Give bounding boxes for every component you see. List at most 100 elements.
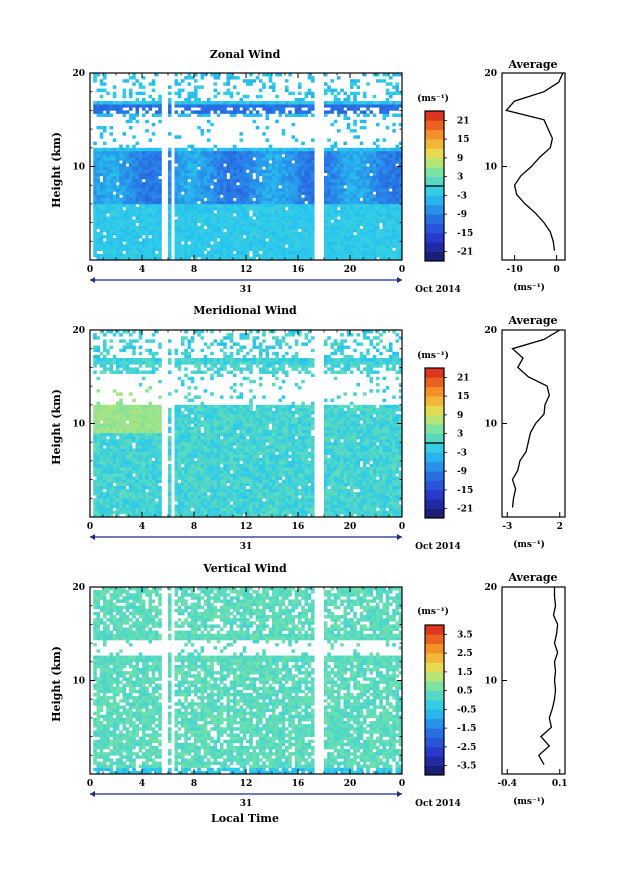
heatmap-cell (145, 423, 149, 427)
heatmap-cell (236, 157, 240, 161)
heatmap-cell (304, 241, 309, 245)
heatmap-cell (112, 389, 117, 393)
heatmap-cell (246, 113, 250, 117)
heatmap-cell (129, 432, 133, 437)
heatmap-cell (109, 417, 114, 421)
heatmap-cell (197, 207, 201, 211)
heatmap-cell (148, 185, 153, 189)
heatmap-cell (307, 238, 312, 242)
heatmap-cell (155, 150, 159, 155)
heatmap-cell (216, 194, 221, 198)
heatmap-cell (132, 188, 136, 192)
heatmap-cell (99, 460, 104, 465)
heatmap-cell (275, 166, 279, 170)
heatmap-cell (288, 235, 292, 239)
heatmap-cell (216, 104, 221, 108)
heatmap-cell (122, 113, 127, 117)
heatmap-cell (207, 231, 211, 236)
heatmap-cell (177, 247, 182, 251)
heatmap-cell (135, 442, 140, 446)
heatmap-cell (398, 154, 403, 158)
heatmap-cell (194, 91, 198, 96)
heatmap-cell (298, 219, 302, 223)
heatmap-cell (333, 163, 338, 167)
heatmap-cell (155, 495, 159, 499)
heatmap-cell (138, 476, 143, 480)
heatmap-cell (327, 101, 331, 105)
heatmap-cell (145, 104, 149, 108)
heatmap-cell (255, 76, 260, 80)
heatmap-cell (236, 250, 240, 255)
heatmap-cell (116, 479, 120, 484)
heatmap-cell (233, 191, 237, 195)
heatmap-cell (145, 119, 149, 124)
heatmap-cell (353, 101, 357, 105)
heatmap-cell (187, 235, 192, 239)
heatmap-cell (392, 207, 396, 211)
heatmap-cell (106, 445, 110, 449)
heatmap-cell (395, 150, 400, 155)
heatmap-cell (229, 225, 234, 230)
heatmap-cell (294, 228, 299, 233)
heatmap-cell (200, 256, 205, 261)
heatmap-cell (112, 154, 117, 158)
heatmap-cell (145, 169, 149, 174)
heatmap-cell (304, 222, 309, 227)
heatmap-cell (392, 107, 396, 111)
heatmap-cell (246, 238, 250, 242)
heatmap-cell (109, 113, 114, 117)
heatmap-cell (220, 157, 224, 161)
heatmap-cell (93, 160, 97, 164)
heatmap-cell (216, 160, 221, 164)
heatmap-cell (262, 256, 266, 261)
heatmap-cell (135, 141, 140, 145)
heatmap-cell (229, 207, 234, 211)
heatmap-cell (213, 104, 218, 108)
heatmap-cell (184, 213, 188, 217)
heatmap-cell (337, 200, 341, 205)
heatmap-cell (333, 107, 338, 111)
heatmap-cell (200, 222, 205, 227)
meridional-colorbar-unit: (ms⁻¹) (417, 350, 449, 361)
heatmap-cell (382, 235, 387, 239)
heatmap-cell (301, 200, 305, 205)
heatmap-cell (382, 147, 387, 152)
heatmap-cell (265, 222, 270, 227)
heatmap-cell (340, 219, 344, 223)
heatmap-cell (168, 445, 172, 449)
heatmap-cell (379, 147, 383, 152)
heatmap-cell (177, 435, 182, 440)
heatmap-cell (197, 213, 201, 217)
heatmap-cell (109, 194, 114, 198)
heatmap-cell (265, 247, 270, 251)
heatmap-cell (249, 82, 253, 86)
heatmap-cell (125, 361, 130, 365)
heatmap-cell (116, 485, 120, 490)
heatmap-cell (145, 110, 149, 114)
heatmap-cell (372, 247, 377, 251)
heatmap-cell (119, 348, 123, 353)
heatmap-cell (298, 247, 302, 251)
heatmap-cell (369, 166, 374, 170)
heatmap-cell (281, 191, 286, 195)
heatmap-cell (142, 420, 146, 424)
heatmap-cell (275, 250, 279, 255)
y-tick-label: 10 (72, 163, 85, 173)
heatmap-cell (229, 210, 234, 214)
heatmap-cell (116, 451, 120, 455)
heatmap-cell (184, 76, 188, 80)
heatmap-cell (203, 228, 208, 233)
heatmap-cell (268, 200, 273, 205)
heatmap-cell (168, 160, 172, 164)
heatmap-cell (119, 188, 123, 192)
heatmap-cell (103, 207, 107, 211)
heatmap-cell (229, 250, 234, 255)
heatmap-cell (392, 216, 396, 220)
heatmap-cell (145, 479, 149, 484)
heatmap-cell (155, 213, 159, 217)
heatmap-cell (340, 213, 344, 217)
heatmap-cell (363, 182, 367, 186)
heatmap-cell (129, 407, 133, 412)
heatmap-cell (249, 185, 253, 189)
heatmap-cell (99, 407, 104, 412)
